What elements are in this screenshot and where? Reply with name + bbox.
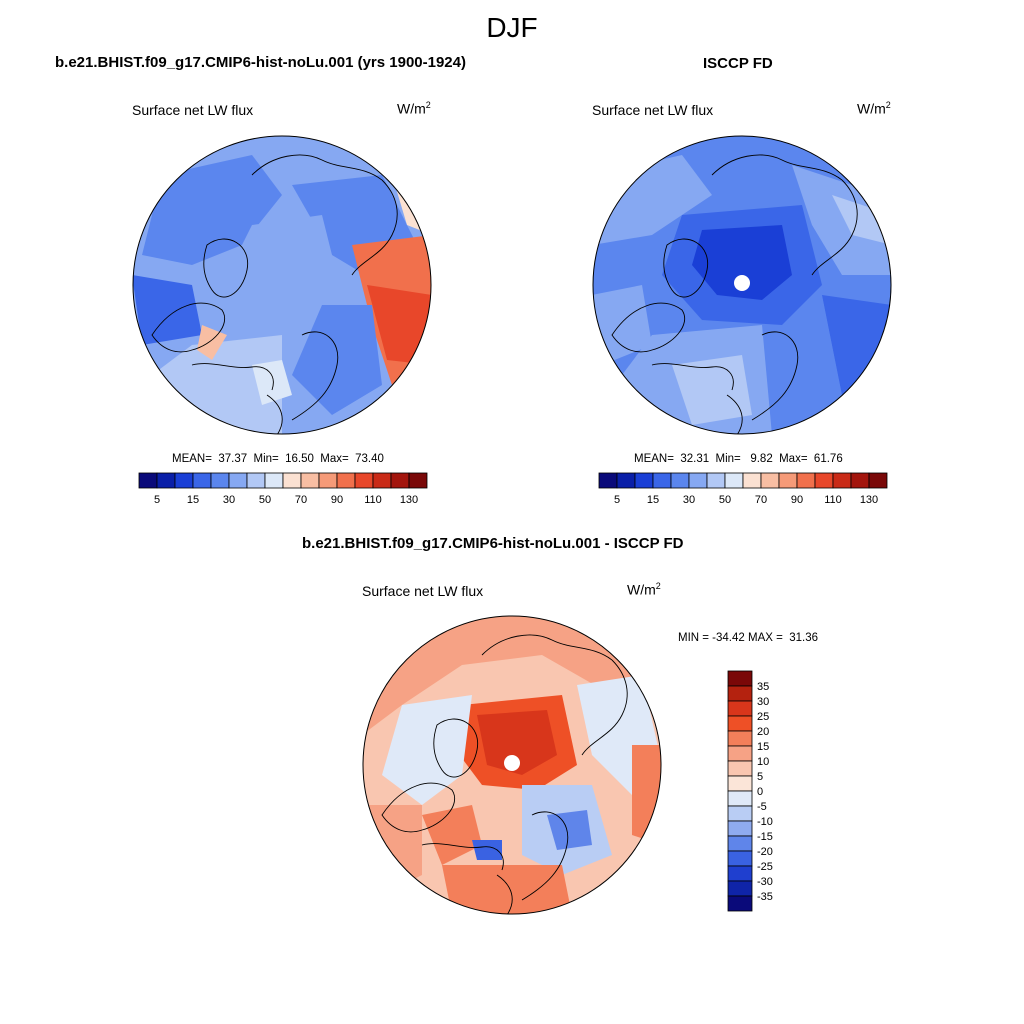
diff-colorbar-swatch — [727, 760, 753, 777]
diff-colorbar-tick-label: 25 — [757, 711, 769, 723]
diff-colorbar-tick-label: -10 — [757, 816, 773, 828]
obs-colorbar-swatch — [652, 472, 672, 489]
diff-colorbar-tick-label: 0 — [757, 786, 763, 798]
obs-stats: MEAN= 32.31 Min= 9.82 Max= 61.76 — [634, 453, 843, 465]
model-stats: MEAN= 37.37 Min= 16.50 Max= 73.40 — [172, 453, 384, 465]
diff-colorbar-tick-label: 10 — [757, 756, 769, 768]
model-colorbar: 5 15 30 50 70 90 110 130 — [138, 472, 428, 506]
obs-colorbar-swatch — [778, 472, 798, 489]
diff-colorbar-tick-label: 35 — [757, 681, 769, 693]
model-variable-label: Surface net LW flux — [132, 102, 254, 118]
model-colorbar-swatch — [264, 472, 284, 489]
model-colorbar-swatch — [228, 472, 248, 489]
model-colorbar-swatch — [354, 472, 374, 489]
diff-colorbar-tick-label: -30 — [757, 876, 773, 888]
figure-title: DJF — [486, 12, 538, 43]
obs-colorbar-swatch — [670, 472, 690, 489]
diff-colorbar-swatch — [727, 820, 753, 837]
model-colorbar-swatch — [336, 472, 356, 489]
diff-colorbar-swatch — [727, 865, 753, 882]
diff-colorbar-tick-label: -5 — [757, 801, 767, 813]
obs-colorbar-tick-label: 130 — [860, 494, 878, 506]
diff-colorbar-tick-label: -25 — [757, 861, 773, 873]
obs-colorbar-swatch — [850, 472, 870, 489]
model-colorbar-tick-label: 15 — [187, 494, 199, 506]
diff-colorbar-swatch — [727, 835, 753, 852]
diff-colorbar-swatch — [727, 850, 753, 867]
diff-colorbar-tick-label: -15 — [757, 831, 773, 843]
model-colorbar-tick-label: 30 — [223, 494, 235, 506]
model-colorbar-swatch — [408, 472, 428, 489]
diff-colorbar-tick-label: 20 — [757, 726, 769, 738]
obs-units-label: W/m2 — [857, 100, 891, 117]
obs-colorbar-swatch — [706, 472, 726, 489]
diff-colorbar-tick-label: 15 — [757, 741, 769, 753]
obs-variable-label: Surface net LW flux — [592, 102, 714, 118]
diff-colorbar-swatch — [727, 745, 753, 762]
model-colorbar-swatch — [390, 472, 410, 489]
diff-colorbar-tick-label: -20 — [757, 846, 773, 858]
diff-colorbar-swatch — [727, 700, 753, 717]
model-colorbar-tick-label: 5 — [154, 494, 160, 506]
model-colorbar-tick-label: 110 — [364, 494, 382, 506]
obs-colorbar-swatch — [742, 472, 762, 489]
model-colorbar-swatch — [138, 472, 158, 489]
model-colorbar-tick-label: 70 — [295, 494, 307, 506]
obs-colorbar-swatch — [796, 472, 816, 489]
diff-colorbar-swatch — [727, 805, 753, 822]
model-colorbar-swatch — [246, 472, 266, 489]
diff-colorbar: 35 30 25 20 15 10 5 0 -5 -10 -15 -20 -25 -30 -35 — [727, 670, 773, 912]
obs-colorbar-tick-label: 30 — [683, 494, 695, 506]
diff-units-label: W/m2 — [627, 581, 661, 598]
obs-colorbar-swatch — [598, 472, 618, 489]
model-colorbar-swatch — [156, 472, 176, 489]
diff-colorbar-swatch — [727, 670, 753, 687]
model-colorbar-swatch — [210, 472, 230, 489]
obs-colorbar-tick-label: 110 — [824, 494, 842, 506]
diff-colorbar-swatch — [727, 730, 753, 747]
diff-colorbar-swatch — [727, 775, 753, 792]
diff-colorbar-swatch — [727, 790, 753, 807]
diff-colorbar-tick-label: 30 — [757, 696, 769, 708]
model-colorbar-swatch — [192, 472, 212, 489]
obs-colorbar-swatch — [616, 472, 636, 489]
obs-colorbar-tick-label: 50 — [719, 494, 731, 506]
model-colorbar-swatch — [174, 472, 194, 489]
model-colorbar-tick-label: 130 — [400, 494, 418, 506]
diff-variable-label: Surface net LW flux — [362, 583, 484, 599]
model-panel-title: b.e21.BHIST.f09_g17.CMIP6-hist-noLu.001 … — [55, 54, 466, 71]
obs-colorbar-tick-label: 5 — [614, 494, 620, 506]
obs-colorbar-swatch — [814, 472, 834, 489]
diff-colorbar-swatch — [727, 895, 753, 912]
obs-colorbar-swatch — [760, 472, 780, 489]
diff-colorbar-swatch — [727, 715, 753, 732]
diff-colorbar-tick-label: 5 — [757, 771, 763, 783]
diff-polar-map — [362, 615, 662, 915]
obs-polar-map — [592, 135, 892, 435]
diff-panel-title: b.e21.BHIST.f09_g17.CMIP6-hist-noLu.001 … — [302, 535, 684, 552]
model-colorbar-swatch — [282, 472, 302, 489]
obs-panel-title: ISCCP FD — [703, 55, 773, 72]
obs-colorbar-swatch — [688, 472, 708, 489]
diff-colorbar-swatch — [727, 685, 753, 702]
model-units-label: W/m2 — [397, 100, 431, 117]
diff-stats: MIN = -34.42 MAX = 31.36 — [678, 632, 818, 644]
obs-colorbar-swatch — [634, 472, 654, 489]
model-polar-map — [132, 135, 432, 435]
model-colorbar-tick-label: 90 — [331, 494, 343, 506]
obs-colorbar-swatch — [724, 472, 744, 489]
model-colorbar-swatch — [300, 472, 320, 489]
obs-colorbar-tick-label: 70 — [755, 494, 767, 506]
diff-colorbar-tick-label: -35 — [757, 891, 773, 903]
obs-colorbar: 5 15 30 50 70 90 110 130 — [598, 472, 888, 506]
obs-colorbar-tick-label: 90 — [791, 494, 803, 506]
model-colorbar-tick-label: 50 — [259, 494, 271, 506]
obs-colorbar-swatch — [868, 472, 888, 489]
diff-colorbar-swatch — [727, 880, 753, 897]
model-colorbar-swatch — [372, 472, 392, 489]
model-colorbar-swatch — [318, 472, 338, 489]
obs-colorbar-swatch — [832, 472, 852, 489]
obs-colorbar-tick-label: 15 — [647, 494, 659, 506]
